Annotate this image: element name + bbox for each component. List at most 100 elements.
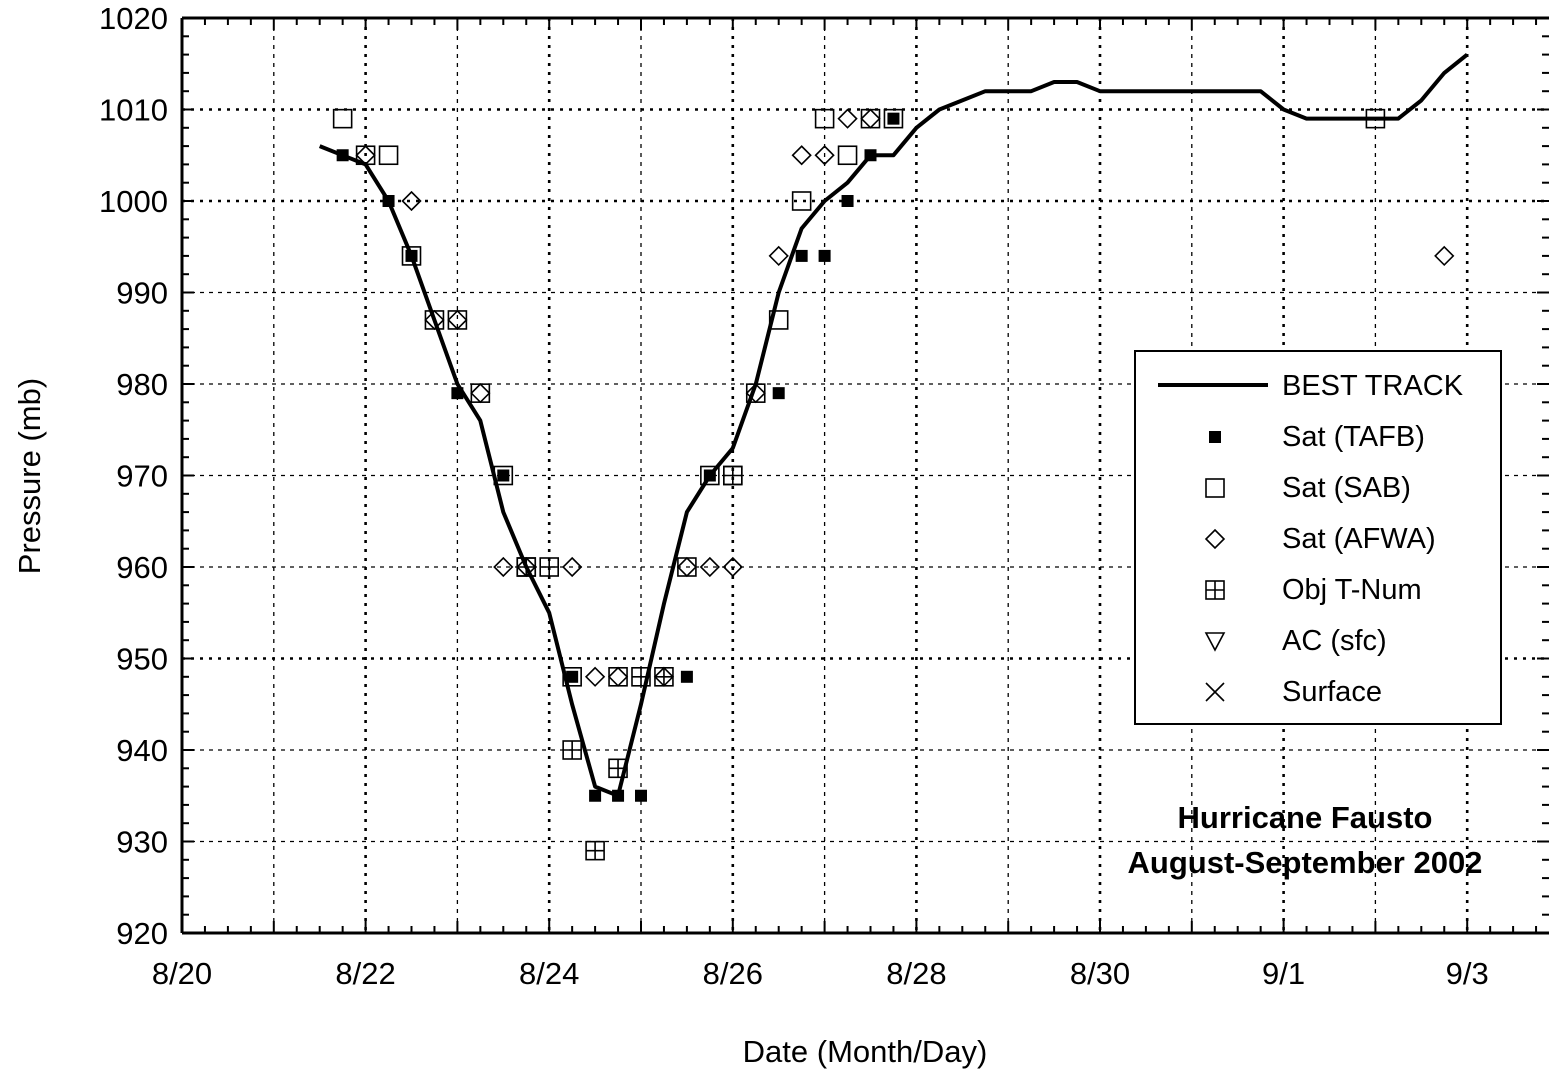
point-sat-afwa xyxy=(791,145,812,166)
point-sat-afwa xyxy=(768,245,789,267)
point-sat-afwa xyxy=(424,309,445,331)
point-sat-afwa xyxy=(837,108,858,129)
point-obj-t-num xyxy=(608,758,628,779)
point-sat-afwa xyxy=(562,556,583,578)
point-sat-sab xyxy=(837,145,858,166)
point-sat-sab xyxy=(493,465,514,486)
y-axis-title: Pressure (mb) xyxy=(12,378,47,574)
legend-label-sat-afwa: Sat (AFWA) xyxy=(1282,523,1436,555)
point-sat-afwa xyxy=(699,556,720,578)
point-sat-sab xyxy=(860,108,881,129)
legend-marker-sat-sab xyxy=(1205,478,1225,498)
point-sat-tafb xyxy=(451,387,464,400)
point-sat-tafb xyxy=(405,249,418,262)
legend-label-ac-sfc: AC (sfc) xyxy=(1282,625,1387,657)
y-tick-label: 1020 xyxy=(99,1,168,36)
legend-marker-obj-t-num xyxy=(1205,580,1225,600)
point-sat-sab xyxy=(1365,108,1386,129)
legend-label-best-track: BEST TRACK xyxy=(1282,370,1464,402)
x-tick-label: 8/28 xyxy=(886,956,946,991)
legend-label-obj-t-num: Obj T-Num xyxy=(1282,574,1422,606)
point-sat-afwa xyxy=(493,556,514,578)
point-sat-sab xyxy=(700,465,720,486)
point-sat-sab xyxy=(814,108,835,129)
point-sat-tafb xyxy=(795,249,808,262)
point-obj-t-num xyxy=(722,465,743,486)
legend-label-sat-tafb: Sat (TAFB) xyxy=(1282,421,1425,453)
y-tick-label: 940 xyxy=(116,733,168,768)
point-sat-sab xyxy=(562,666,582,687)
y-tick-label: 950 xyxy=(116,642,168,677)
point-sat-tafb xyxy=(841,195,854,207)
point-sat-tafb xyxy=(336,149,349,162)
point-sat-sab xyxy=(768,310,789,330)
point-sat-afwa xyxy=(355,145,376,166)
point-sat-afwa xyxy=(860,108,881,129)
point-sat-afwa xyxy=(584,666,606,687)
legend-marker-sat-tafb xyxy=(1209,431,1221,443)
annotation-period: August-September 2002 xyxy=(1128,845,1483,880)
legend-label-surface: Surface xyxy=(1282,676,1382,708)
point-sat-afwa xyxy=(745,383,766,404)
y-tick-label: 960 xyxy=(116,550,168,585)
axes xyxy=(180,16,1549,935)
point-sat-afwa xyxy=(722,556,743,578)
legend-box xyxy=(1134,350,1502,725)
point-obj-t-num xyxy=(654,666,674,687)
point-sat-afwa xyxy=(1434,245,1455,267)
series-layer xyxy=(318,53,1469,861)
y-tick-label: 930 xyxy=(116,825,168,860)
series-line-best-track xyxy=(318,53,1469,798)
point-obj-t-num xyxy=(585,840,605,861)
point-sat-tafb xyxy=(703,469,716,482)
point-sat-afwa xyxy=(607,666,629,687)
x-tick-label: 9/1 xyxy=(1262,956,1305,991)
y-tick-label: 1000 xyxy=(99,184,168,219)
point-sat-afwa xyxy=(401,190,422,212)
point-sat-tafb xyxy=(566,670,579,683)
point-sat-afwa xyxy=(470,383,491,404)
point-sat-tafb xyxy=(612,789,625,802)
point-sat-tafb xyxy=(589,789,602,802)
x-axis-title: Date (Month/Day) xyxy=(743,1034,988,1069)
annotation-storm-name: Hurricane Fausto xyxy=(1178,800,1433,835)
x-tick-label: 8/20 xyxy=(152,956,212,991)
point-sat-tafb xyxy=(818,249,831,262)
point-sat-afwa xyxy=(676,556,698,578)
x-tick-label: 8/26 xyxy=(703,956,763,991)
point-sat-sab xyxy=(608,666,628,687)
point-sat-tafb xyxy=(864,149,877,162)
point-sat-sab xyxy=(883,108,904,129)
x-tick-label: 8/22 xyxy=(335,956,395,991)
legend-marker-ac-sfc xyxy=(1204,632,1226,652)
y-tick-label: 1010 xyxy=(99,93,168,128)
point-obj-t-num xyxy=(631,666,651,687)
x-tick-label: 8/30 xyxy=(1070,956,1130,991)
point-sat-afwa xyxy=(447,309,468,331)
point-sat-tafb xyxy=(772,387,785,400)
point-sat-sab xyxy=(401,246,422,266)
point-sat-afwa xyxy=(814,145,835,166)
point-sat-sab xyxy=(332,108,353,129)
point-sat-tafb xyxy=(887,112,900,125)
point-obj-t-num xyxy=(516,557,537,577)
point-sat-tafb xyxy=(497,469,510,482)
legend-marker-surface xyxy=(1205,682,1225,702)
x-tick-label: 8/24 xyxy=(519,956,579,991)
point-sat-tafb xyxy=(680,670,693,683)
x-tick-label: 9/3 xyxy=(1446,956,1489,991)
point-obj-t-num xyxy=(562,740,582,760)
legend-label-sat-sab: Sat (SAB) xyxy=(1282,472,1411,504)
grid xyxy=(182,18,1549,933)
point-sat-tafb xyxy=(382,195,395,207)
tick-labels: 8/20 8/22 8/24 8/26 8/28 8/30 9/1 9/3 920 930 940 9… xyxy=(99,1,1489,991)
legend-marker-sat-afwa xyxy=(1204,528,1226,550)
y-tick-label: 980 xyxy=(116,367,168,402)
legend: BEST TRACK Sat (TAFB) Sat (SAB) Sat (AFWA) O… xyxy=(1134,350,1502,725)
point-sat-sab xyxy=(378,145,399,166)
point-sat-tafb xyxy=(635,789,647,802)
point-obj-t-num xyxy=(539,557,560,577)
point-sat-sab xyxy=(470,383,491,403)
y-tick-label: 970 xyxy=(116,459,168,494)
